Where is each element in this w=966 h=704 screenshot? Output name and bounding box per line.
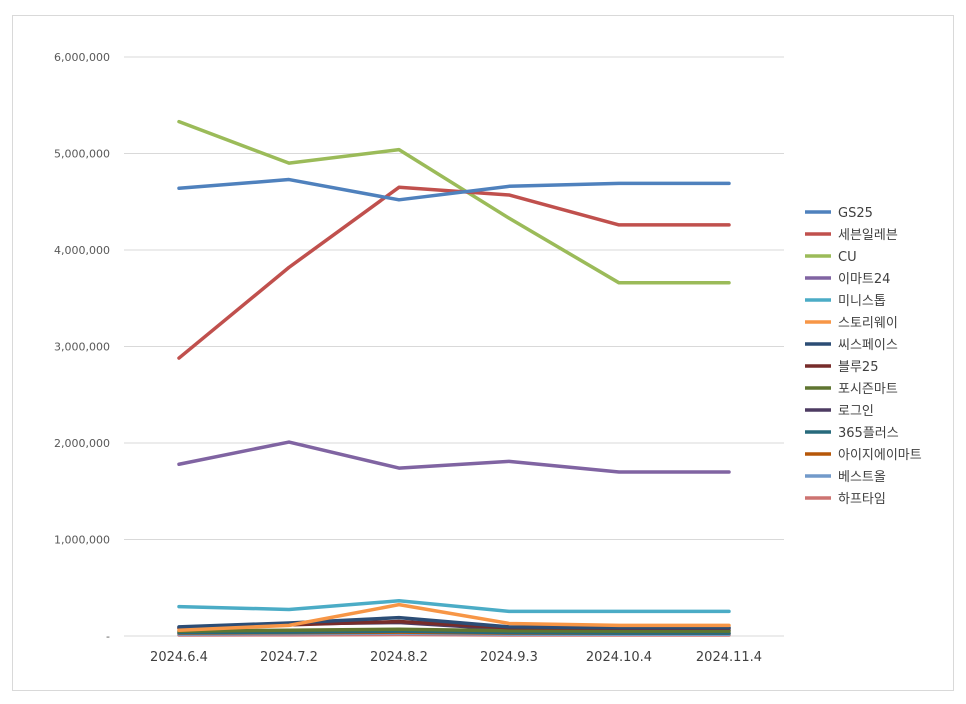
legend-label: CU	[838, 250, 857, 265]
series-line	[177, 629, 731, 635]
series-line	[177, 119, 731, 285]
y-tick-label: 2,000,000	[54, 437, 110, 450]
legend-label: 포시즌마트	[838, 382, 898, 397]
series-line	[177, 177, 731, 202]
chart-frame: - 1,000,000 2,000,000 3,000,000 4,000,000 5,0…	[12, 15, 954, 691]
y-tick-label: 6,000,000	[54, 51, 110, 64]
x-axis-ticks: 2024.6.4 2024.7.2 2024.8.2 2024.9.3 2024.10.…	[150, 650, 762, 665]
y-tick-label: -	[106, 630, 110, 643]
x-tick-label: 2024.6.4	[150, 650, 208, 665]
legend-label: 베스트올	[838, 470, 886, 485]
series-line	[177, 627, 731, 633]
y-tick-label: 5,000,000	[54, 148, 110, 161]
series-line	[177, 615, 731, 630]
series-lines	[177, 119, 731, 637]
legend-label: 하프타임	[838, 492, 886, 507]
legend-label: 씨스페이스	[838, 338, 898, 353]
legend-label: 블루25	[838, 360, 878, 375]
line-chart: - 1,000,000 2,000,000 3,000,000 4,000,000 5,0…	[54, 51, 922, 665]
legend-label: 미니스톱	[838, 294, 886, 309]
gridlines	[124, 56, 784, 637]
series-line	[177, 185, 731, 360]
y-axis-ticks: - 1,000,000 2,000,000 3,000,000 4,000,000 5,0…	[54, 51, 110, 643]
x-tick-label: 2024.9.3	[480, 650, 538, 665]
x-tick-label: 2024.10.4	[586, 650, 652, 665]
y-tick-label: 1,000,000	[54, 534, 110, 547]
legend-label: 로그인	[838, 404, 874, 419]
x-tick-label: 2024.7.2	[260, 650, 318, 665]
x-tick-label: 2024.8.2	[370, 650, 428, 665]
y-tick-label: 3,000,000	[54, 341, 110, 354]
legend-label: 스토리웨이	[838, 316, 898, 331]
legend-label: GS25	[838, 206, 873, 221]
series-line	[177, 602, 731, 632]
series-line	[177, 440, 731, 474]
y-tick-label: 4,000,000	[54, 244, 110, 257]
legend-label: 세븐일레븐	[838, 228, 898, 243]
x-tick-label: 2024.11.4	[696, 650, 762, 665]
legend-label: 365플러스	[838, 426, 899, 441]
legend-label: 이마트24	[838, 272, 890, 287]
series-line	[177, 599, 731, 614]
legend-label: 아이지에이마트	[838, 448, 922, 463]
